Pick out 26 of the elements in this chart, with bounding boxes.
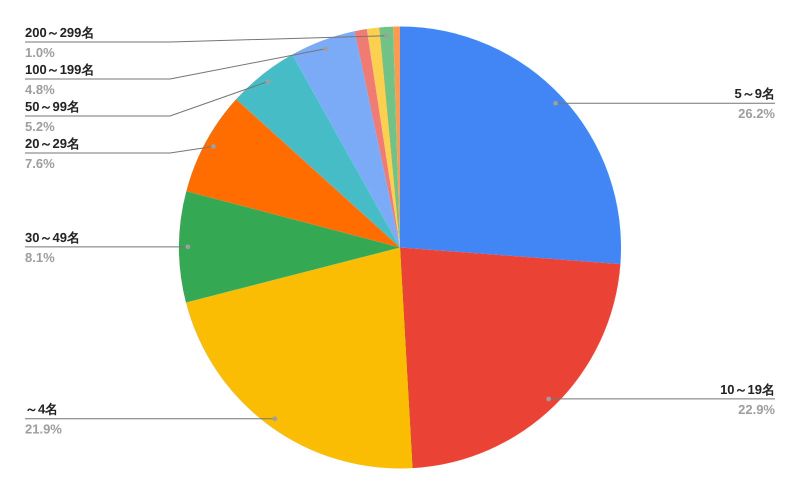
slice-label: 20～29名 xyxy=(25,136,80,151)
pie-slice xyxy=(236,54,400,248)
slice-label: 10～19名 xyxy=(720,382,775,397)
pie-slice xyxy=(179,191,400,302)
slice-label: ～4名 xyxy=(25,402,58,417)
pie-slice xyxy=(400,248,620,468)
slice-label: 5～9名 xyxy=(734,86,775,102)
pie-slice xyxy=(186,248,412,468)
pie-slice xyxy=(186,99,400,248)
pie-slice xyxy=(366,27,400,248)
data-label: 26.2% xyxy=(738,106,776,122)
pie-slice xyxy=(379,26,400,248)
data-label: 5.2% xyxy=(25,119,56,134)
data-label: 8.1% xyxy=(25,250,56,265)
pie-slice xyxy=(354,29,400,248)
slice-label: 200～299名 xyxy=(25,25,94,40)
slice-label: 30～49名 xyxy=(25,230,80,245)
data-label: 1.0% xyxy=(25,45,56,60)
pie-slice xyxy=(400,26,621,264)
data-label: 7.6% xyxy=(25,156,56,171)
slice-label: 100～199名 xyxy=(25,62,94,77)
data-label: 22.9% xyxy=(738,402,776,417)
pie-slice xyxy=(292,31,400,248)
data-label: 21.9% xyxy=(25,422,62,437)
slice-label: 50～99名 xyxy=(25,99,80,114)
data-label: 4.8% xyxy=(25,82,56,97)
